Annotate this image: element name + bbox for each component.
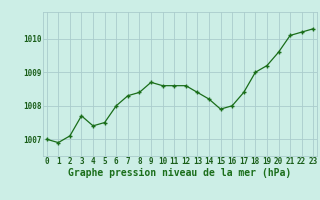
X-axis label: Graphe pression niveau de la mer (hPa): Graphe pression niveau de la mer (hPa) (68, 168, 292, 178)
